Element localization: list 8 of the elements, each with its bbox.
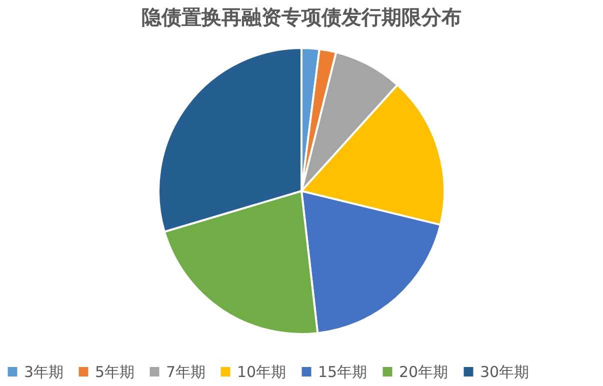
legend-label: 5年期 <box>95 362 135 381</box>
chart-title: 隐债置换再融资专项债发行期限分布 <box>142 5 462 29</box>
legend-label: 10年期 <box>237 362 286 381</box>
legend-label: 30年期 <box>480 362 530 381</box>
legend-label: 20年期 <box>399 362 448 381</box>
legend-label: 7年期 <box>166 362 206 381</box>
legend-label: 15年期 <box>318 362 368 381</box>
legend-label: 3年期 <box>24 362 64 381</box>
